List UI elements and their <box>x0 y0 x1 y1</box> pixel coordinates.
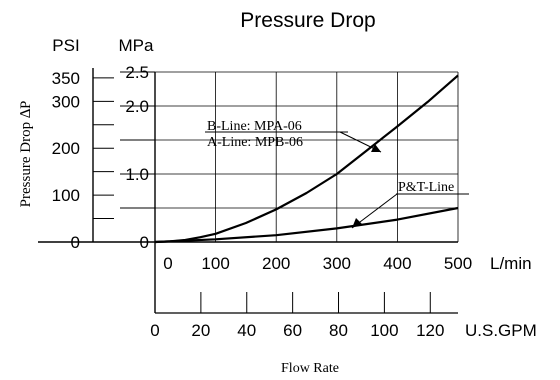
curves <box>154 74 459 244</box>
lmin-tick-label: 300 <box>323 254 351 273</box>
ab-leader-arrow <box>371 144 381 152</box>
gpm-tick-label: 40 <box>237 321 256 340</box>
b-line-label: B-Line: MPA-06 <box>207 119 302 134</box>
y-axis-title: Pressure Drop ∆P <box>18 101 34 208</box>
psi-tick-label: 300 <box>52 92 80 111</box>
lmin-tick-label: 500 <box>444 254 472 273</box>
pt-line-label: P&T-Line <box>398 180 454 195</box>
lmin-tick-label: 0 <box>163 254 172 273</box>
pt-leader-arrow <box>352 218 362 228</box>
psi-tick-label: 100 <box>52 186 80 205</box>
lmin-tick-label: 200 <box>262 254 290 273</box>
psi-unit-label: PSI <box>52 36 79 55</box>
series-line-pt <box>154 206 459 244</box>
chart-title: Pressure Drop <box>240 9 375 32</box>
mpa-unit-label: MPa <box>119 36 155 55</box>
axes <box>38 68 458 314</box>
x-unit-gpm: U.S.GPM <box>465 321 537 340</box>
lmin-tick-label: 400 <box>383 254 411 273</box>
lmin-tick-label: 100 <box>201 254 229 273</box>
gpm-tick-label: 120 <box>416 321 444 340</box>
gpm-tick-label: 20 <box>191 321 210 340</box>
annotations <box>205 131 469 229</box>
psi-tick-label: 200 <box>52 139 80 158</box>
a-line-label: A-Line: MPB-06 <box>207 135 303 150</box>
x-unit-lmin: L/min <box>490 254 532 273</box>
gpm-tick-label: 60 <box>283 321 302 340</box>
grid <box>155 71 459 242</box>
gpm-tick-label: 80 <box>329 321 348 340</box>
gpm-tick-label: 0 <box>150 321 159 340</box>
psi-tick-label: 350 <box>52 69 80 88</box>
mpa-tick-label: 0 <box>140 233 149 252</box>
psi-tick-label: 0 <box>71 233 80 252</box>
x-axis-title: Flow Rate <box>281 361 339 376</box>
gpm-tick-label: 100 <box>370 321 398 340</box>
